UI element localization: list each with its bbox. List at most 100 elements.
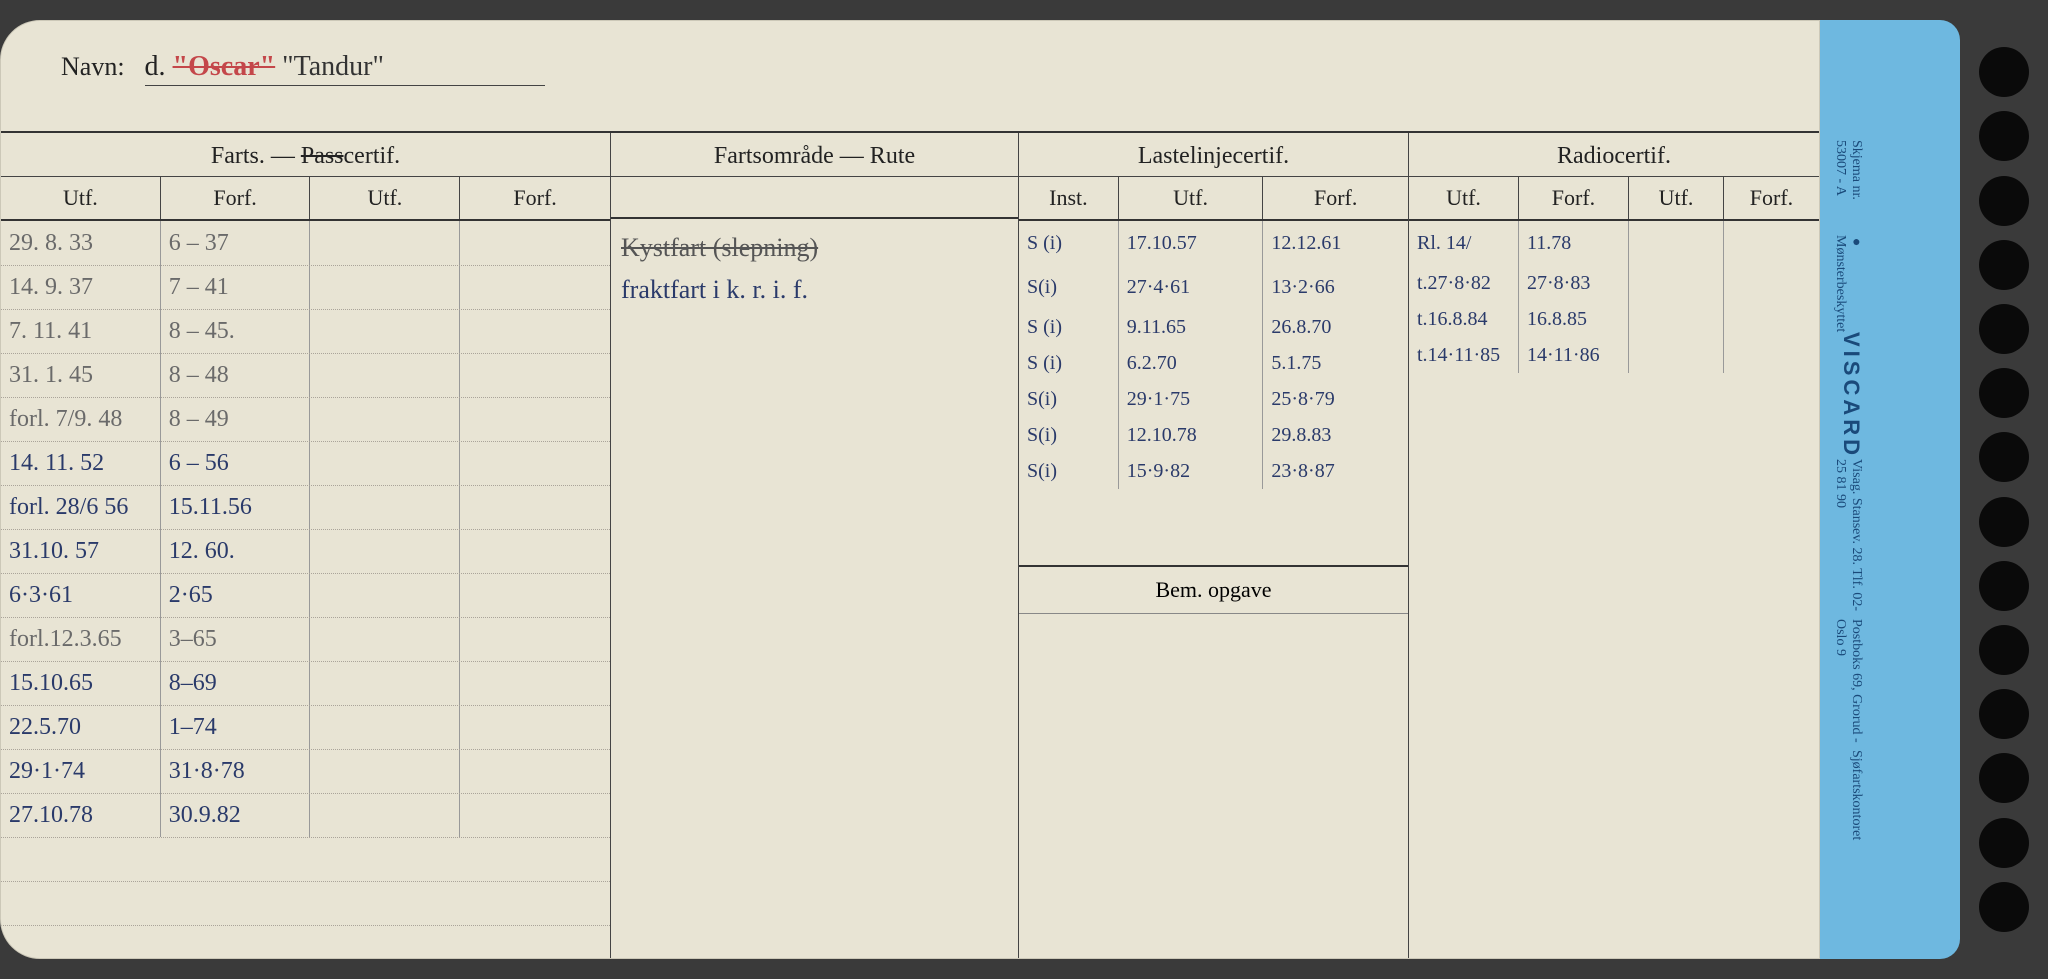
punch-holes — [1960, 20, 2048, 959]
cell-forf: 3–65 — [161, 617, 311, 661]
tab-skjema: Skjema nr. 53007 - A — [1832, 140, 1864, 235]
cell-empty — [310, 485, 460, 529]
cell-empty — [460, 793, 610, 837]
index-card: Navn: d. "Oscar" "Tandur" Farts. — Passc… — [0, 20, 1820, 959]
table-row: forl.12.3.653–65 — [1, 617, 610, 661]
cell-empty — [460, 397, 610, 441]
cell-forf: 29.8.83 — [1263, 417, 1408, 453]
cell-utf: 17.10.57 — [1119, 221, 1264, 265]
table-row: 7. 11. 418 – 45. — [1, 309, 610, 353]
table-row: 31. 1. 458 – 48 — [1, 353, 610, 397]
hole-icon — [1979, 304, 2029, 354]
sub-forf: Forf. — [1519, 177, 1629, 219]
sub-forf2: Forf. — [460, 177, 610, 219]
rute-header: Fartsområde — Rute — [611, 133, 1018, 177]
cell-empty — [310, 749, 460, 793]
cell-empty — [460, 661, 610, 705]
cell-forf: 13·2·66 — [1263, 265, 1408, 309]
laste-rows: S (i)17.10.5712.12.61S(i)27·4·6113·2·66S… — [1019, 221, 1408, 565]
cell-forf: 23·8·87 — [1263, 453, 1408, 489]
cell-utf: 29·1·74 — [1, 749, 161, 793]
cell-utf: 12.10.78 — [1119, 417, 1264, 453]
cell-utf: 22.5.70 — [1, 705, 161, 749]
cell-empty — [310, 617, 460, 661]
col-rute: Fartsområde — Rute Kystfart (slepning)fr… — [611, 133, 1019, 958]
sub-utf: Utf. — [1409, 177, 1519, 219]
cell-inst: S (i) — [1019, 309, 1119, 345]
farts-header: Farts. — Passcertif. — [1, 133, 610, 177]
cell-empty — [460, 221, 610, 265]
cell-empty — [1629, 265, 1724, 301]
cell-utf: 6·3·61 — [1, 573, 161, 617]
cell-forf: 6 – 56 — [161, 441, 311, 485]
cell-forf: 1–74 — [161, 705, 311, 749]
hole-icon — [1979, 818, 2029, 868]
rute-body: Kystfart (slepning)fraktfart i k. r. i. … — [611, 219, 1018, 958]
navn-current: "Tandur" — [282, 51, 384, 82]
cell-forf: 8–69 — [161, 661, 311, 705]
bem-body — [1019, 614, 1408, 958]
table-row: 29. 8. 336 – 37 — [1, 221, 610, 265]
cell-inst: S(i) — [1019, 265, 1119, 309]
cell-forf: 2·65 — [161, 573, 311, 617]
farts-title-b: certif. — [344, 143, 401, 169]
table-row: S (i)6.2.705.1.75 — [1019, 345, 1408, 381]
cell-utf: 29. 8. 33 — [1, 221, 161, 265]
cell-forf: 27·8·83 — [1519, 265, 1629, 301]
cell-utf: 9.11.65 — [1119, 309, 1264, 345]
hole-icon — [1979, 497, 2029, 547]
cell-forf: 11.78 — [1519, 221, 1629, 265]
cell-empty — [460, 749, 610, 793]
cell-empty — [310, 573, 460, 617]
col-radio: Radiocertif. Utf. Forf. Utf. Forf. Rl. 1… — [1409, 133, 1819, 958]
cell-forf: 31·8·78 — [161, 749, 311, 793]
table-row: t.16.8.8416.8.85 — [1409, 301, 1819, 337]
bem-header: Bem. opgave — [1019, 565, 1408, 614]
cell-utf: t.27·8·82 — [1409, 265, 1519, 301]
cell-forf: 16.8.85 — [1519, 301, 1629, 337]
farts-title-a: Farts. — — [211, 143, 301, 169]
table-row: forl. 28/6 5615.11.56 — [1, 485, 610, 529]
cell-empty — [310, 221, 460, 265]
col-farts: Farts. — Passcertif. Utf. Forf. Utf. For… — [1, 133, 611, 958]
radio-header: Radiocertif. — [1409, 133, 1819, 177]
cell-empty — [310, 705, 460, 749]
cell-empty — [460, 617, 610, 661]
cell-empty — [460, 353, 610, 397]
cell-utf: t.16.8.84 — [1409, 301, 1519, 337]
table: Farts. — Passcertif. Utf. Forf. Utf. For… — [1, 133, 1819, 958]
cell-utf: 31.10. 57 — [1, 529, 161, 573]
document-card: Navn: d. "Oscar" "Tandur" Farts. — Passc… — [0, 20, 2048, 959]
tab-addr1: Visag. Stansev. 28. Tlf. 02-25 81 90 — [1832, 459, 1864, 619]
cell-inst: S (i) — [1019, 221, 1119, 265]
cell-empty — [460, 485, 610, 529]
navn-struck: "Oscar" — [173, 51, 276, 82]
cell-empty — [1629, 221, 1724, 265]
hole-icon — [1979, 111, 2029, 161]
sub-utf: Utf. — [1, 177, 161, 219]
cell-utf: Rl. 14/ — [1409, 221, 1519, 265]
tab-monster: ● Mønsterbeskyttet — [1832, 235, 1864, 332]
cell-forf: 12.12.61 — [1263, 221, 1408, 265]
cell-utf: 14. 9. 37 — [1, 265, 161, 309]
cell-utf: t.14·11·85 — [1409, 337, 1519, 373]
cell-empty — [310, 661, 460, 705]
cell-empty — [310, 265, 460, 309]
rute-spacer — [611, 177, 1018, 219]
cell-empty — [1724, 337, 1819, 373]
cell-inst: S(i) — [1019, 453, 1119, 489]
sub-forf: Forf. — [161, 177, 311, 219]
cell-empty — [460, 309, 610, 353]
table-row: 27.10.7830.9.82 — [1, 793, 610, 837]
cell-utf: forl.12.3.65 — [1, 617, 161, 661]
tab-addr2: Postboks 69, Grorud - Oslo 9 — [1832, 619, 1864, 750]
table-row: t.14·11·8514·11·86 — [1409, 337, 1819, 373]
table-row: 31.10. 5712. 60. — [1, 529, 610, 573]
cell-forf: 6 – 37 — [161, 221, 311, 265]
table-row: 14. 9. 377 – 41 — [1, 265, 610, 309]
cell-utf: 27·4·61 — [1119, 265, 1264, 309]
cell-utf: forl. 28/6 56 — [1, 485, 161, 529]
laste-subheaders: Inst. Utf. Forf. — [1019, 177, 1408, 221]
cell-inst: S(i) — [1019, 381, 1119, 417]
col-laste: Lastelinjecertif. Inst. Utf. Forf. S (i)… — [1019, 133, 1409, 958]
